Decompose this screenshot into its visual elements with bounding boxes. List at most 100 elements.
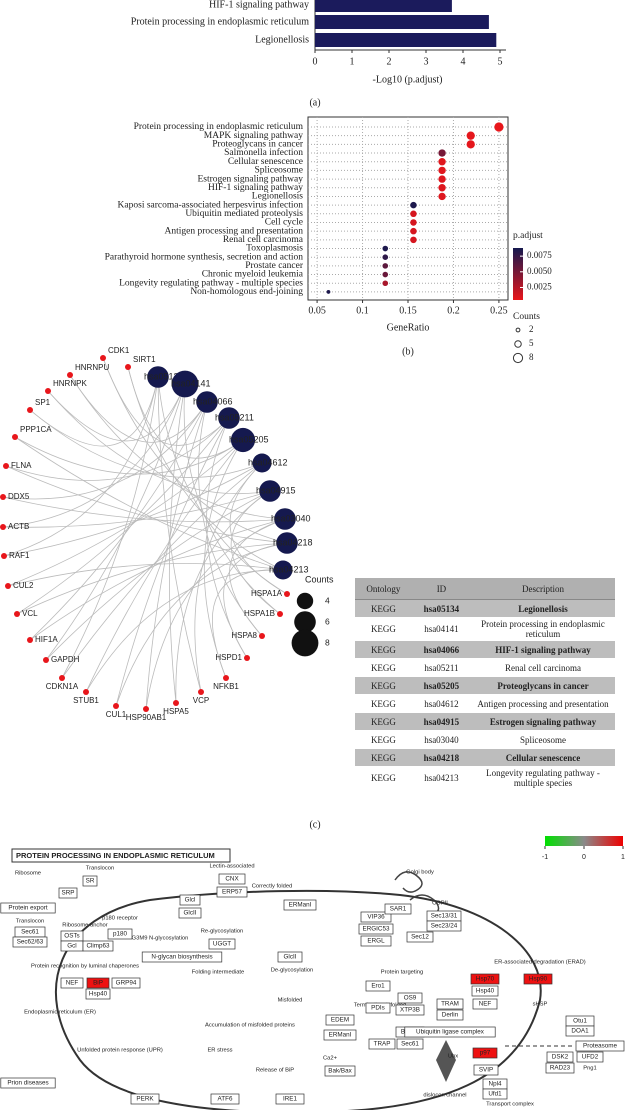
kegg-gene: ERGIC53 bbox=[363, 926, 390, 933]
table-cell: Spliceosome bbox=[471, 730, 615, 749]
x-tick-label: 1 bbox=[350, 56, 355, 67]
kegg-box bbox=[406, 931, 434, 943]
kegg-box bbox=[472, 998, 498, 1010]
kegg-box bbox=[283, 899, 317, 911]
table-cell: Estrogen signaling pathway bbox=[471, 712, 615, 731]
colorbar bbox=[513, 248, 523, 300]
kegg-gene: Proteasome bbox=[583, 1043, 617, 1050]
pathway-node bbox=[274, 508, 296, 530]
y-tick-label: Prostate cancer bbox=[245, 261, 304, 271]
table-row: KEGG hsa05134 Legionellosis bbox=[355, 599, 615, 618]
kegg-title: PROTEIN PROCESSING IN ENDOPLASMIC RETICU… bbox=[16, 851, 215, 860]
kegg-box bbox=[472, 1047, 498, 1059]
pathway-node bbox=[259, 480, 281, 502]
pathway-label: hsa04066 bbox=[193, 396, 233, 406]
kegg-box bbox=[82, 875, 98, 887]
kegg-label: Correctly folded bbox=[252, 884, 293, 890]
kegg-label: Transport complex bbox=[486, 1102, 534, 1108]
edge bbox=[2, 401, 208, 500]
y-tick-label: HIF-1 signaling pathway bbox=[209, 0, 309, 10]
bar bbox=[315, 0, 452, 12]
gene-node bbox=[284, 591, 290, 597]
pathway-node bbox=[276, 532, 298, 554]
legend-label: 5 bbox=[529, 338, 534, 348]
edge bbox=[5, 417, 230, 481]
edge bbox=[45, 490, 271, 661]
results-table: Ontology ID Description KEGG hsa05134 Legione… bbox=[355, 578, 615, 790]
edge bbox=[115, 542, 288, 707]
kegg-gene: Derlin bbox=[442, 1012, 459, 1019]
kegg-label: Re-glycosylation bbox=[201, 929, 244, 935]
y-tick-label: Renal cell carcinoma bbox=[223, 235, 304, 245]
edge bbox=[69, 374, 286, 520]
gene-label: HIF1A bbox=[35, 635, 58, 644]
kegg-gene: Sec61 bbox=[401, 1041, 419, 1048]
gene-label: HSPA1B bbox=[244, 609, 275, 618]
bar bbox=[315, 15, 489, 29]
kegg-label: COPII bbox=[432, 901, 448, 907]
table-cell: KEGG bbox=[355, 712, 412, 731]
kegg-gene: SVIP bbox=[479, 1067, 493, 1074]
network: HSPA1A HSPA1B HSPA8 HSPD1 NFKB1 VCP HSPA5HSP90… bbox=[0, 346, 334, 722]
kegg-label: Translocon bbox=[86, 866, 114, 872]
kegg-gene: Sec13/31 bbox=[431, 913, 458, 920]
kegg-gene: TRAP bbox=[374, 1041, 391, 1048]
kegg-box bbox=[218, 873, 246, 885]
kegg-gene: UFD2 bbox=[582, 1054, 599, 1061]
kegg-box bbox=[523, 973, 553, 985]
colorbar-label: 0.0025 bbox=[527, 282, 552, 292]
gene-node bbox=[83, 689, 89, 695]
kegg-gene: CNX bbox=[225, 876, 239, 883]
kegg-gene: Ufd1 bbox=[488, 1091, 502, 1098]
kegg-label: Ubx bbox=[448, 1054, 458, 1060]
kegg-box bbox=[111, 977, 141, 989]
gene-label: CUL2 bbox=[13, 581, 34, 590]
er-membrane bbox=[55, 889, 542, 1110]
edge bbox=[85, 439, 244, 693]
kegg-box bbox=[324, 1065, 356, 1077]
table-cell: KEGG bbox=[355, 617, 412, 641]
gene-node bbox=[143, 706, 149, 712]
kegg-colorbar bbox=[545, 836, 623, 846]
x-axis-label: -Log10 (p.adjust) bbox=[373, 74, 443, 85]
kegg-gene: Hsp40 bbox=[89, 991, 108, 998]
legend-size bbox=[514, 340, 522, 348]
kegg-gene: SRP bbox=[62, 890, 75, 897]
gene-node bbox=[277, 611, 283, 617]
kegg-gene: ERGL bbox=[367, 938, 385, 945]
dot bbox=[382, 245, 389, 252]
kegg-box bbox=[275, 1093, 305, 1105]
kegg-box bbox=[179, 894, 201, 906]
edge bbox=[45, 383, 186, 661]
gene-label: CUL1 bbox=[106, 710, 127, 719]
kegg-gene: p97 bbox=[480, 1050, 491, 1057]
edge bbox=[61, 376, 159, 679]
kegg-gene: EDEM bbox=[331, 1017, 349, 1024]
table-cell: hsa04612 bbox=[411, 694, 471, 713]
dot bbox=[382, 280, 389, 287]
pathway-node bbox=[273, 560, 293, 580]
gene-label: NFKB1 bbox=[213, 682, 239, 691]
edge bbox=[2, 490, 271, 528]
y-tick-label: Protein processing in endoplasmic reticu… bbox=[134, 122, 304, 132]
edge bbox=[2, 383, 186, 528]
table-row: KEGG hsa04915 Estrogen signaling pathway bbox=[355, 712, 615, 731]
legend-label: 4 bbox=[325, 595, 330, 605]
gene-label: HNRNPU bbox=[75, 363, 109, 372]
gene-node bbox=[59, 675, 65, 681]
kegg-box bbox=[208, 938, 236, 950]
x-tick-label: 4 bbox=[461, 56, 466, 67]
kegg-box bbox=[210, 1093, 240, 1105]
header-cell: ID bbox=[411, 578, 471, 600]
gene-label: CDKN1A bbox=[46, 682, 79, 691]
table-cell: KEGG bbox=[355, 766, 412, 790]
x-tick-label: 5 bbox=[498, 56, 503, 67]
panel-label: (a) bbox=[309, 97, 320, 108]
gene-node bbox=[0, 494, 6, 500]
gene-label: HSPD1 bbox=[215, 653, 242, 662]
dot bbox=[382, 271, 389, 278]
dot bbox=[438, 175, 446, 183]
table-cell: KEGG bbox=[355, 694, 412, 713]
edge bbox=[5, 465, 288, 544]
